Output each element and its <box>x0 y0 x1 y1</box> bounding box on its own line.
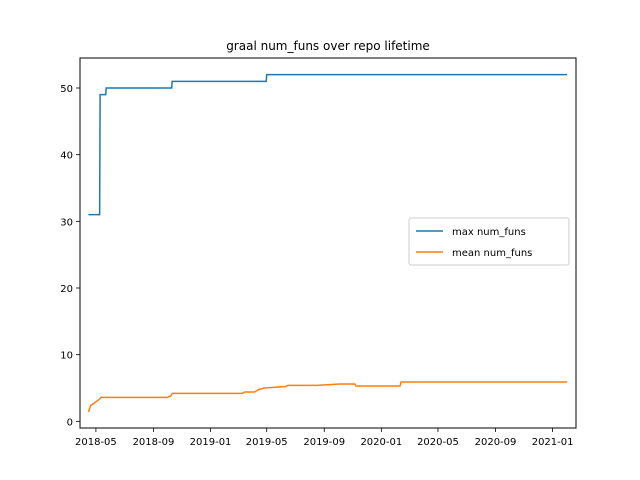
series-line-mean <box>87 381 568 413</box>
legend-box <box>408 217 570 266</box>
x-tick-label: 2018-05 <box>75 437 117 448</box>
x-tick-label: 2019-05 <box>246 437 288 448</box>
legend-label: max num_funs <box>452 227 526 238</box>
plot-area <box>79 57 577 429</box>
x-tick-label: 2021-01 <box>532 437 574 448</box>
x-tick-label: 2020-09 <box>475 437 517 448</box>
y-tick-label: 30 <box>60 217 73 228</box>
legend-label: mean num_funs <box>452 248 532 259</box>
x-tick-label: 2020-05 <box>417 437 459 448</box>
x-tick-label: 2019-09 <box>303 437 345 448</box>
y-axis-ticks: 0 10 20 30 40 50 <box>60 84 80 428</box>
chart-title: graal num_funs over repo lifetime <box>226 39 430 53</box>
y-tick-label: 50 <box>60 84 73 95</box>
x-tick-label: 2018-09 <box>133 437 175 448</box>
y-tick-label: 40 <box>60 151 73 162</box>
x-axis-ticks: 2018-05 2018-09 2019-01 2019-05 2019-09 2020-… <box>75 428 574 448</box>
x-tick-label: 2019-01 <box>190 437 232 448</box>
series-lines <box>87 73 568 413</box>
x-tick-label: 2020-01 <box>360 437 402 448</box>
y-tick-label: 10 <box>60 351 73 362</box>
axes-frame <box>79 57 577 429</box>
y-tick-label: 20 <box>60 284 73 295</box>
series-line-max <box>88 73 568 216</box>
y-tick-label: 0 <box>67 417 73 428</box>
